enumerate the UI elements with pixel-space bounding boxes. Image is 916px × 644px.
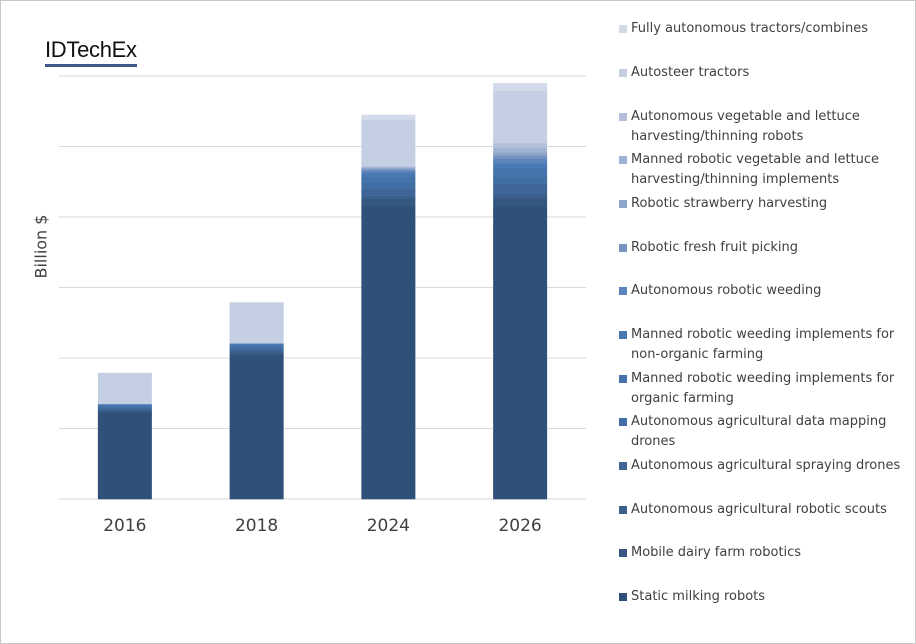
legend-item: Autonomous vegetable and lettuce harvest… bbox=[619, 107, 860, 147]
legend-label: Manned robotic weeding implements for or… bbox=[631, 371, 895, 406]
legend-label: Autonomous vegetable and lettuce harvest… bbox=[631, 109, 860, 144]
x-tick-label: 2024 bbox=[367, 516, 410, 536]
bar-segment bbox=[97, 404, 152, 406]
bar-segment bbox=[361, 119, 416, 167]
bar-segment bbox=[229, 302, 284, 344]
bar-segment bbox=[97, 412, 152, 500]
bar-segment bbox=[361, 170, 416, 173]
legend-swatch bbox=[619, 156, 627, 164]
bar-segment bbox=[229, 350, 284, 354]
legend-label: Fully autonomous tractors/combines bbox=[631, 21, 869, 36]
bar-segment bbox=[97, 403, 152, 405]
bar-segment bbox=[97, 406, 152, 409]
bar-segment bbox=[361, 114, 416, 121]
bar-segment bbox=[493, 197, 548, 207]
legend-swatch bbox=[619, 287, 627, 295]
bar-segment bbox=[229, 343, 284, 346]
x-tick-label: 2018 bbox=[235, 516, 278, 536]
bar-segment bbox=[97, 405, 152, 407]
bar-segment bbox=[361, 195, 416, 199]
bar-segment bbox=[493, 142, 548, 149]
bar-segment bbox=[493, 183, 548, 195]
legend-label: Static milking robots bbox=[631, 589, 766, 604]
legend-item: Manned robotic weeding implements for no… bbox=[619, 325, 894, 365]
legend-swatch bbox=[619, 25, 627, 33]
bar-segment bbox=[361, 176, 416, 183]
legend-item: Autonomous agricultural data mapping dro… bbox=[619, 412, 886, 452]
legend-swatch bbox=[619, 69, 627, 77]
legend-item: Manned robotic vegetable and lettuce har… bbox=[619, 150, 879, 190]
bar-segment bbox=[493, 176, 548, 185]
bar-segment bbox=[97, 409, 152, 412]
legend-label: Autonomous agricultural spraying drones bbox=[631, 458, 901, 473]
x-tick-label: 2016 bbox=[103, 516, 146, 536]
bar-segment bbox=[97, 408, 152, 410]
legend-item: Mobile dairy farm robotics bbox=[619, 543, 801, 563]
bar-segment bbox=[229, 345, 284, 348]
bar-segment bbox=[493, 194, 548, 199]
bar-segment bbox=[229, 355, 284, 500]
bar-segment bbox=[493, 152, 548, 156]
legend-label: Manned robotic vegetable and lettuce har… bbox=[631, 152, 880, 187]
legend-swatch bbox=[619, 418, 627, 426]
legend-label: Robotic strawberry harvesting bbox=[631, 196, 828, 211]
bar-segment bbox=[361, 166, 416, 168]
legend-swatch bbox=[619, 506, 627, 514]
bar-segment bbox=[361, 188, 416, 197]
legend-item: Autosteer tractors bbox=[619, 63, 749, 83]
bar-segment bbox=[361, 167, 416, 170]
x-tick-label: 2026 bbox=[498, 516, 541, 536]
bar-segment bbox=[493, 90, 548, 144]
bar-segment bbox=[493, 206, 548, 500]
legend-label: Autonomous agricultural data mapping dro… bbox=[631, 414, 887, 449]
bar-segment bbox=[229, 343, 284, 345]
legend-item: Static milking robots bbox=[619, 587, 765, 607]
bar-segment bbox=[361, 172, 416, 177]
legend-item: Manned robotic weeding implements for or… bbox=[619, 369, 894, 409]
bar-segment bbox=[229, 346, 284, 350]
bar-segment bbox=[361, 166, 416, 168]
legend-swatch bbox=[619, 331, 627, 339]
bar-segment bbox=[493, 163, 548, 168]
legend-swatch bbox=[619, 244, 627, 252]
bar-segment bbox=[493, 154, 548, 159]
idtechex-logo: IDTechEx bbox=[45, 37, 137, 67]
legend-label: Autonomous robotic weeding bbox=[631, 283, 822, 298]
bar-segment bbox=[493, 83, 548, 92]
bar-segment bbox=[229, 348, 284, 352]
legend-swatch bbox=[619, 593, 627, 601]
legend-item: Robotic fresh fruit picking bbox=[619, 238, 798, 258]
bar-segment bbox=[493, 158, 548, 164]
bar-segment bbox=[493, 167, 548, 178]
legend-swatch bbox=[619, 113, 627, 121]
bar-segment bbox=[361, 169, 416, 171]
legend-item: Autonomous agricultural robotic scouts bbox=[619, 500, 887, 520]
legend-label: Autosteer tractors bbox=[631, 65, 750, 80]
legend-label: Robotic fresh fruit picking bbox=[631, 240, 799, 255]
legend-swatch bbox=[619, 375, 627, 383]
legend-label: Autonomous agricultural robotic scouts bbox=[631, 502, 887, 517]
bar-segment bbox=[493, 147, 548, 153]
legend-item: Fully autonomous tractors/combines bbox=[619, 19, 868, 39]
legend-swatch bbox=[619, 200, 627, 208]
bar-segment bbox=[97, 410, 152, 414]
bar-segment bbox=[97, 372, 152, 405]
legend-label: Manned robotic weeding implements for no… bbox=[631, 327, 895, 362]
bar-segment bbox=[229, 353, 284, 356]
legend-item: Robotic strawberry harvesting bbox=[619, 194, 827, 214]
legend-label: Mobile dairy farm robotics bbox=[631, 545, 802, 560]
bar-segment bbox=[361, 198, 416, 207]
legend-item: Autonomous agricultural spraying drones bbox=[619, 456, 900, 476]
bar-segment bbox=[361, 181, 416, 190]
y-axis-label: Billion $ bbox=[31, 214, 51, 279]
legend-swatch bbox=[619, 462, 627, 470]
legend-item: Autonomous robotic weeding bbox=[619, 281, 821, 301]
bar-segment bbox=[361, 205, 416, 500]
legend-swatch bbox=[619, 549, 627, 557]
